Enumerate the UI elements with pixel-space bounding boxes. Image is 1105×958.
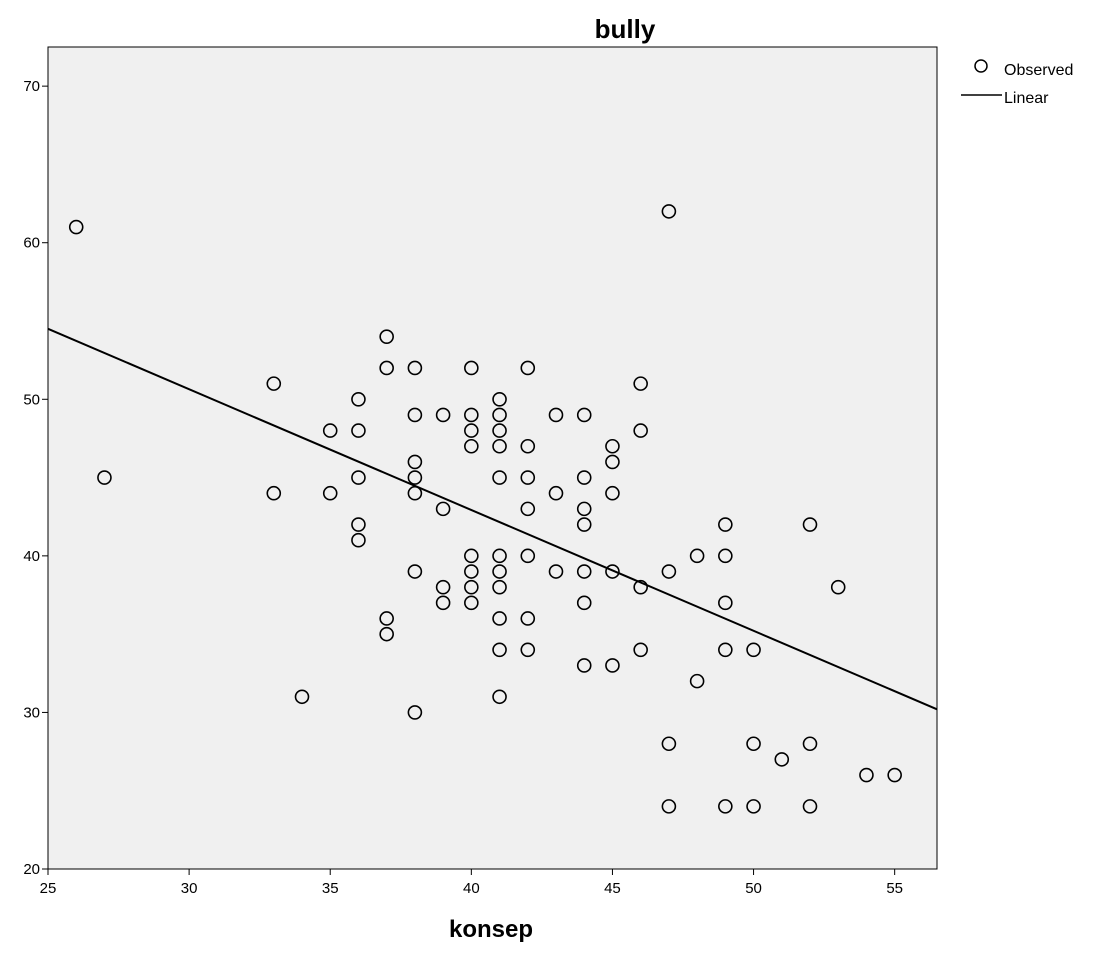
legend-observed-label: Observed: [1004, 62, 1073, 79]
y-tick-label: 40: [23, 548, 40, 565]
legend: Observed Linear: [961, 60, 1073, 107]
x-tick-label: 50: [745, 880, 762, 897]
x-tick-label: 40: [463, 880, 480, 897]
legend-observed-marker: [975, 60, 987, 72]
x-tick-label: 30: [181, 880, 198, 897]
x-axis-title: konsep: [449, 916, 533, 943]
chart-title: bully: [595, 14, 656, 44]
y-tick-label: 70: [23, 78, 40, 95]
x-tick-label: 45: [604, 880, 621, 897]
y-tick-label: 60: [23, 235, 40, 252]
y-tick-label: 50: [23, 391, 40, 408]
x-tick-label: 55: [886, 880, 903, 897]
y-tick-label: 30: [23, 704, 40, 721]
x-tick-label: 25: [40, 880, 57, 897]
legend-linear-label: Linear: [1004, 90, 1049, 107]
x-tick-label: 35: [322, 880, 339, 897]
y-tick-label: 20: [23, 861, 40, 878]
